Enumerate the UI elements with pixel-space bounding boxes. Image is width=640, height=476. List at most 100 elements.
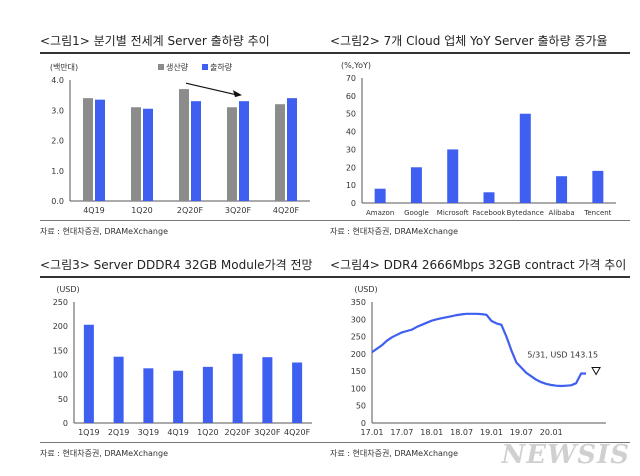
panel-title: <그림3> Server DDDR4 32GB Module가격 전망 (40, 258, 313, 272)
bar-3q19 (143, 368, 154, 423)
y-tick-label: 150 (351, 367, 366, 376)
bar-alibaba (556, 176, 568, 203)
y-tick-label: 200 (53, 322, 68, 331)
source-divider (330, 442, 630, 443)
chart-source: 자료 : 현대차증권, DRAMeXchange (330, 449, 458, 458)
annotation-marker (591, 367, 601, 376)
bar-bytedance (519, 113, 531, 203)
chart-1: (백만대) 0.0 1.0 2.0 3.0 4.0 4Q19 1Q20 2Q20F 3Q20F 4Q… (50, 62, 310, 215)
x-tick-label: Facebook (473, 209, 507, 217)
chart-4: (USD) 0 50 100 150 200 250 300 350 17.01 17.07 18.0… (351, 285, 606, 437)
y-tick-label: 50 (58, 395, 68, 404)
bar-4q19 (173, 370, 184, 423)
bar-2q20f (232, 353, 243, 423)
x-tick-label: 18.01 (420, 428, 443, 437)
y-tick-label: 2.0 (51, 137, 64, 146)
annotation-arrow-head (233, 90, 242, 98)
bar-facebook (483, 192, 495, 203)
title-divider (330, 52, 630, 54)
y-tick-label: 250 (351, 333, 366, 342)
price-series-line (371, 312, 587, 388)
y-tick-label: 350 (351, 298, 366, 307)
y-tick-label: 100 (351, 384, 366, 393)
y-axis-unit-label: (백만대) (50, 62, 78, 72)
bar-4q20f-s1 (287, 98, 297, 201)
x-tick-label: 3Q20F (225, 206, 252, 215)
y-tick-label: 20 (346, 163, 356, 172)
x-tick-label: 4Q20F (273, 206, 300, 215)
x-tick-label: 3Q19 (138, 428, 160, 437)
bar-1q20-s0 (131, 107, 141, 201)
y-tick-label: 10 (346, 181, 356, 190)
y-axis-unit-label: (%,YoY) (341, 61, 371, 70)
bar-google (410, 167, 422, 203)
title-divider (40, 276, 340, 278)
bar-3q20f-s0 (227, 107, 237, 201)
x-tick-label: 2Q20F (177, 206, 204, 215)
title-divider (330, 276, 630, 278)
x-tick-label: Tencent (583, 209, 611, 217)
bar-2q20f-s0 (179, 89, 189, 201)
bar-1q20 (202, 366, 213, 423)
x-tick-label: 1Q20 (197, 428, 219, 437)
bar-4q19-s0 (83, 98, 93, 201)
x-tick-label: 4Q19 (83, 206, 105, 215)
x-tick-label: 19.01 (480, 428, 503, 437)
y-tick-label: 30 (346, 145, 356, 154)
x-tick-label: 4Q20F (284, 428, 311, 437)
panel-title: <그림1> 분기별 전세계 Server 출하량 추이 (40, 34, 270, 48)
bar-3q20f (262, 357, 273, 423)
y-axis-unit-label: (USD) (354, 285, 377, 294)
y-tick-label: 50 (356, 402, 366, 411)
x-tick-label: 19.07 (510, 428, 533, 437)
y-tick-label: 150 (53, 346, 68, 355)
y-axis-unit-label: (USD) (56, 285, 79, 294)
x-tick-label: 17.07 (390, 428, 413, 437)
x-tick-label: Google (404, 209, 429, 217)
chart-3: (USD) 0 50 100 150 200 250 1Q19 2Q19 3Q19 4Q19 1Q20… (53, 285, 312, 437)
title-divider (40, 52, 340, 54)
legend-label: 생산량 (166, 62, 189, 72)
x-tick-label: Alibaba (548, 209, 574, 217)
y-tick-label: 300 (351, 315, 366, 324)
y-tick-label: 0 (63, 419, 68, 428)
annotation-arrow-line (185, 82, 239, 96)
y-tick-label: 0 (351, 199, 356, 208)
bar-1q20-s1 (143, 108, 153, 201)
x-tick-label: 18.07 (450, 428, 473, 437)
y-tick-label: 40 (346, 128, 356, 137)
chart-source: 자료 : 현대차증권, DRAMeXchange (330, 227, 458, 236)
chart-source: 자료 : 현대차증권, DRAMeXchange (40, 449, 168, 458)
chart-2: (%,YoY) 0 10 20 30 40 50 60 70 Amazon Google Micros… (341, 61, 616, 217)
legend-swatch (158, 64, 164, 70)
bar-1q19 (83, 324, 94, 423)
y-tick-label: 0.0 (51, 197, 64, 206)
x-tick-label: Amazon (366, 209, 394, 217)
y-tick-label: 50 (346, 110, 356, 119)
y-tick-label: 1.0 (51, 167, 64, 176)
bar-3q20f-s1 (239, 101, 249, 201)
bar-4q19-s1 (95, 99, 105, 201)
bar-microsoft (447, 149, 459, 203)
y-tick-label: 70 (346, 74, 356, 83)
x-tick-label: 3Q20F (254, 428, 281, 437)
bar-4q20f (292, 362, 303, 423)
x-tick-label: Microsoft (437, 209, 469, 217)
newsis-watermark: NEWSIS (501, 440, 630, 470)
panel-title: <그림4> DDR4 2666Mbps 32GB contract 가격 추이 (330, 258, 627, 272)
y-tick-label: 100 (53, 371, 68, 380)
x-tick-label: Bytedance (507, 209, 544, 217)
bar-amazon (374, 188, 386, 203)
price-annotation: 5/31, USD 143.15 (527, 351, 598, 360)
source-divider (40, 442, 340, 443)
bar-4q20f-s0 (275, 104, 285, 201)
y-tick-label: 4.0 (51, 76, 64, 85)
y-tick-label: 250 (53, 298, 68, 307)
panel-title: <그림2> 7개 Cloud 업체 YoY Server 출하량 증가율 (330, 34, 608, 48)
x-tick-label: 2Q20F (225, 428, 252, 437)
bar-2q20f-s1 (191, 101, 201, 201)
x-tick-label: 1Q19 (78, 428, 100, 437)
y-tick-label: 200 (351, 350, 366, 359)
legend-swatch (202, 64, 208, 70)
x-tick-label: 17.01 (361, 428, 384, 437)
